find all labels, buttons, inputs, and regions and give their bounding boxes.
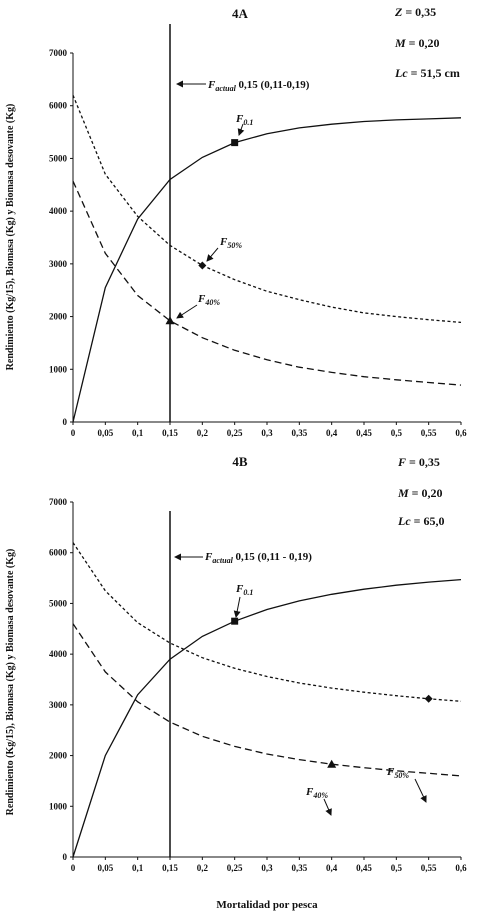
chart-4b-f-actual-label: Factual 0,15 (0,11 - 0,19) xyxy=(204,551,312,565)
chart-4a-x-tick-label: 0 xyxy=(71,428,76,438)
chart-4b-y-tick-label: 7000 xyxy=(49,497,68,507)
chart-4a-param-0: Z = 0,35 xyxy=(394,5,436,19)
chart-4b-marker-arrow-2 xyxy=(323,798,332,816)
chart-4a-title: 4A xyxy=(232,6,249,21)
chart-4b-marker-triangle xyxy=(327,759,337,768)
chart-4a-marker-arrow-2 xyxy=(176,304,198,319)
chart-4b-y-axis-label: Rendimiento (Kg/15), Biomasa (Kg) y Biom… xyxy=(5,549,16,816)
chart-4b-y-tick-label: 2000 xyxy=(49,751,68,761)
chart-4a-param-2: Lc = 51,5 cm xyxy=(394,66,460,80)
chart-4b-series-dotted-line xyxy=(72,542,462,702)
chart-4a-y-tick-label: 0 xyxy=(63,417,68,427)
chart-4a-marker-label-2: F40% xyxy=(197,293,220,307)
chart-4a-x-tick-label: 0,6 xyxy=(455,428,467,438)
chart-4b-y-tick-label: 5000 xyxy=(49,598,68,608)
chart-4a-marker-arrow-1 xyxy=(206,247,219,262)
chart-4a-x-tick-label: 0,2 xyxy=(197,428,209,438)
chart-4b-x-tick-label: 0,4 xyxy=(326,863,338,873)
chart-4b-x-tick-label: 0,45 xyxy=(356,863,372,873)
chart-4b-x-tick-label: 0,55 xyxy=(421,863,437,873)
chart-4a-marker-square xyxy=(231,139,239,147)
chart-4b-y-tick-label: 0 xyxy=(63,852,68,862)
chart-4a-x-tick-label: 0,05 xyxy=(97,428,113,438)
chart-4a-y-tick-label: 2000 xyxy=(49,312,68,322)
chart-4b-x-tick-label: 0,3 xyxy=(261,863,273,873)
chart-4b-x-tick-label: 0,5 xyxy=(391,863,403,873)
chart-4a-marker-diamond xyxy=(198,261,207,270)
chart-4b-marker-diamond xyxy=(424,694,433,703)
chart-4a-x-tick-label: 0,35 xyxy=(291,428,307,438)
chart-4b-y-tick-label: 1000 xyxy=(49,801,68,811)
chart-4a-x-tick-label: 0,45 xyxy=(356,428,372,438)
chart-4b-x-tick-label: 0 xyxy=(71,863,76,873)
chart-4a-y-tick-label: 4000 xyxy=(49,206,68,216)
chart-4a-x-tick-label: 0,15 xyxy=(162,428,178,438)
chart-4b-y-tick-label: 4000 xyxy=(49,649,68,659)
chart-4b-param-2: Lc = 65,0 xyxy=(397,514,445,528)
chart-4a-x-tick-label: 0,1 xyxy=(132,428,144,438)
chart-4a-series-solid-line xyxy=(72,117,462,423)
chart-4b-x-tick-label: 0,2 xyxy=(197,863,209,873)
chart-4a-x-tick-label: 0,25 xyxy=(227,428,243,438)
chart-4a-series-dashed-line xyxy=(72,180,462,386)
chart-4a-x-tick-label: 0,4 xyxy=(326,428,338,438)
chart-4b-series-dashed-line xyxy=(72,623,462,777)
chart-4b-title: 4B xyxy=(232,454,248,469)
chart-4a-y-tick-label: 1000 xyxy=(49,364,68,374)
chart-4a-marker-label-0: F0.1 xyxy=(235,113,253,127)
chart-4a-y-tick-label: 5000 xyxy=(49,153,68,163)
chart-4a-y-axis-label: Rendimiento (Kg/15), Biomasa (Kg) y Biom… xyxy=(5,104,16,371)
chart-4b-x-tick-label: 0,15 xyxy=(162,863,178,873)
chart-4b-marker-label-2: F40% xyxy=(305,786,328,800)
chart-4a-series-dotted-line xyxy=(72,94,462,324)
chart-4b-x-tick-label: 0,35 xyxy=(291,863,307,873)
chart-4b-param-1: M = 0,20 xyxy=(397,486,443,500)
chart-4a-y-tick-label: 7000 xyxy=(49,48,68,58)
chart-4b-marker-label-0: F0.1 xyxy=(235,583,253,597)
chart-4a-x-tick-label: 0,3 xyxy=(261,428,273,438)
chart-4a-param-1: M = 0,20 xyxy=(394,36,440,50)
chart-4b-marker-square xyxy=(231,617,239,625)
chart-4b-x-tick-label: 0,25 xyxy=(227,863,243,873)
chart-4b-marker-arrow-0 xyxy=(233,596,241,618)
chart-4a-y-tick-label: 6000 xyxy=(49,101,68,111)
chart-4b-marker-label-1: F50% xyxy=(386,766,409,780)
chart-4b-param-0: F = 0,35 xyxy=(397,455,440,469)
chart-4a-marker-arrow-0 xyxy=(237,123,245,136)
chart-4a-y-tick-label: 3000 xyxy=(49,259,68,269)
chart-4a-marker-label-1: F50% xyxy=(219,236,242,250)
chart-4b-series-solid-line xyxy=(72,578,462,858)
chart-4b-x-tick-label: 0,6 xyxy=(455,863,467,873)
chart-4b-y-tick-label: 6000 xyxy=(49,548,68,558)
chart-4a-f-actual-label: Factual 0,15 (0,11-0,19) xyxy=(207,79,310,93)
chart-4a-x-tick-label: 0,5 xyxy=(391,428,403,438)
chart-4b-x-axis-label: Mortalidad por pesca xyxy=(216,899,318,911)
chart-4b-y-tick-label: 3000 xyxy=(49,700,68,710)
chart-4a-x-tick-label: 0,55 xyxy=(421,428,437,438)
chart-4b-x-tick-label: 0,05 xyxy=(97,863,113,873)
chart-4a-marker-triangle xyxy=(165,316,175,325)
chart-4b-x-tick-label: 0,1 xyxy=(132,863,144,873)
chart-4b-marker-arrow-1 xyxy=(414,778,427,803)
